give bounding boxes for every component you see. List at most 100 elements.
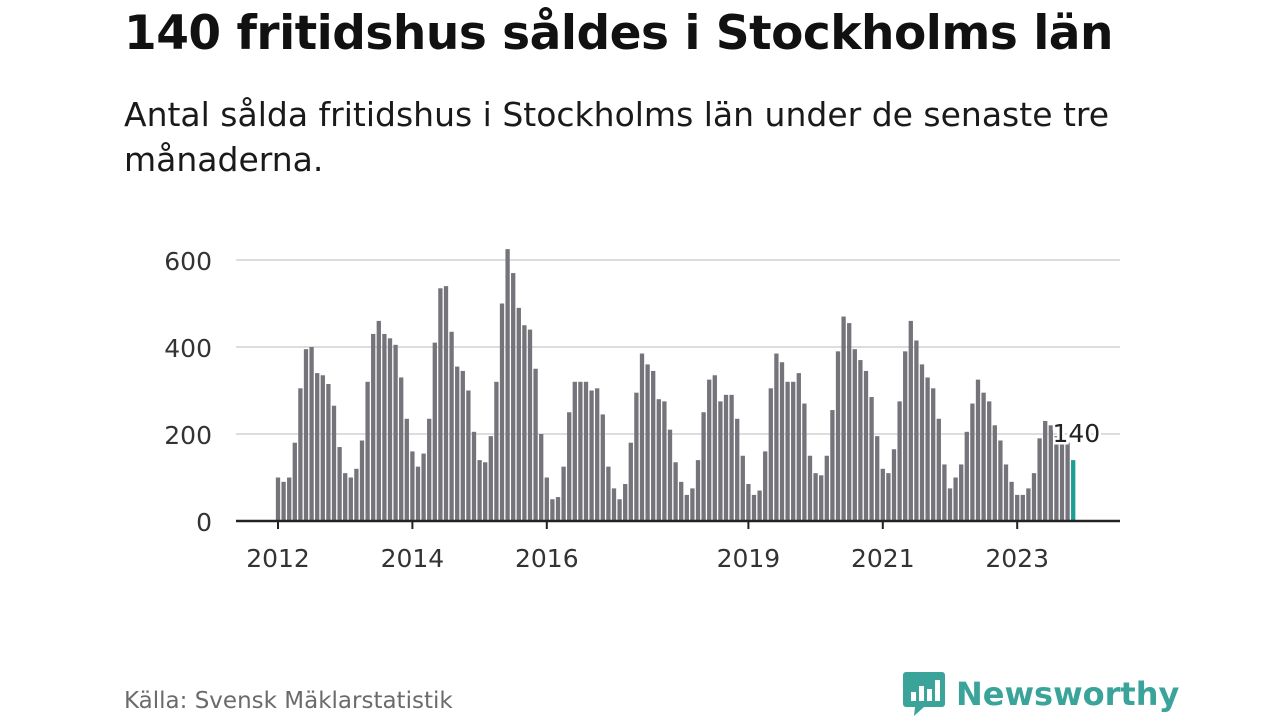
bar bbox=[819, 475, 824, 521]
y-tick-label: 200 bbox=[164, 421, 212, 450]
bar bbox=[488, 436, 493, 522]
bar bbox=[807, 455, 813, 521]
bar bbox=[723, 394, 729, 521]
bar bbox=[751, 494, 757, 521]
bar bbox=[287, 477, 292, 521]
bar bbox=[757, 490, 762, 521]
y-tick-label: 400 bbox=[164, 334, 212, 363]
bar bbox=[578, 381, 583, 521]
bar bbox=[522, 325, 527, 521]
bar bbox=[987, 401, 992, 522]
bar bbox=[841, 316, 846, 521]
bar bbox=[712, 375, 717, 521]
bar bbox=[359, 440, 365, 521]
bar bbox=[886, 473, 891, 521]
bar bbox=[1054, 436, 1059, 522]
bar bbox=[824, 455, 829, 521]
bar bbox=[690, 488, 695, 522]
bar bbox=[410, 451, 415, 521]
bar bbox=[354, 468, 359, 521]
x-tick-label: 2012 bbox=[246, 544, 310, 573]
bar bbox=[919, 364, 925, 521]
bar bbox=[611, 488, 617, 522]
bar bbox=[1026, 488, 1031, 522]
bar bbox=[634, 392, 639, 521]
bar bbox=[483, 462, 488, 521]
bar bbox=[494, 381, 499, 521]
bar bbox=[740, 455, 745, 521]
bar bbox=[718, 401, 723, 522]
bar bbox=[455, 366, 460, 521]
bar bbox=[667, 429, 673, 521]
bar bbox=[572, 381, 577, 521]
x-tick-label: 2023 bbox=[985, 544, 1049, 573]
bar bbox=[544, 477, 549, 521]
bar bbox=[382, 333, 387, 521]
bar bbox=[796, 373, 801, 521]
bar bbox=[802, 403, 807, 521]
bar bbox=[746, 484, 751, 521]
bar bbox=[869, 397, 874, 521]
bar bbox=[331, 405, 337, 522]
bar bbox=[1065, 442, 1070, 521]
bar bbox=[516, 307, 521, 521]
bar bbox=[343, 473, 348, 521]
bar bbox=[499, 303, 505, 521]
bar bbox=[561, 466, 566, 522]
bar bbox=[443, 286, 449, 521]
bar bbox=[998, 440, 1003, 521]
bar bbox=[527, 329, 533, 521]
bar bbox=[371, 333, 376, 521]
bar bbox=[393, 344, 398, 521]
y-tick-label: 600 bbox=[164, 247, 212, 276]
bar bbox=[813, 473, 818, 521]
bar bbox=[947, 488, 953, 522]
bar bbox=[707, 379, 712, 522]
bar bbox=[421, 453, 426, 521]
bar bbox=[1037, 438, 1042, 521]
bar bbox=[1031, 473, 1037, 521]
bar bbox=[292, 442, 297, 521]
bar bbox=[281, 481, 286, 521]
bar bbox=[539, 434, 544, 521]
bar bbox=[779, 362, 785, 522]
bar bbox=[315, 373, 320, 521]
data-label-latest: 140 bbox=[1052, 419, 1100, 448]
labels: 0 200 400 600 2012 2014 2016 2019 2021 2023 140 bbox=[164, 247, 1102, 573]
bar bbox=[623, 484, 628, 521]
bar bbox=[735, 418, 740, 521]
bar bbox=[695, 460, 701, 521]
bar bbox=[337, 447, 342, 521]
bar bbox=[858, 360, 863, 521]
bar bbox=[1020, 494, 1025, 521]
bar bbox=[964, 431, 969, 521]
bar bbox=[438, 288, 443, 521]
bar bbox=[432, 342, 437, 521]
bar bbox=[785, 381, 790, 521]
source-note: Källa: Svensk Mäklarstatistik bbox=[124, 688, 453, 714]
bar bbox=[970, 403, 975, 521]
bar bbox=[387, 338, 393, 521]
bar bbox=[830, 410, 835, 521]
bar bbox=[942, 464, 947, 521]
bar bbox=[981, 392, 986, 521]
bar bbox=[415, 466, 421, 522]
bar bbox=[953, 477, 958, 521]
bar bbox=[589, 390, 594, 521]
bar bbox=[505, 249, 510, 522]
bar bbox=[835, 351, 841, 521]
bar bbox=[376, 320, 381, 521]
bar bbox=[925, 377, 930, 521]
bar bbox=[348, 477, 353, 521]
bar-highlight bbox=[1071, 460, 1076, 521]
bar bbox=[931, 388, 936, 521]
newsworthy-icon bbox=[903, 672, 945, 716]
bar bbox=[309, 347, 314, 521]
bar bbox=[628, 442, 633, 521]
bar bbox=[460, 370, 465, 521]
bar bbox=[1059, 440, 1065, 521]
newsworthy-logo[interactable]: Newsworthy bbox=[902, 670, 1179, 718]
bar bbox=[303, 349, 309, 521]
bar bbox=[875, 436, 880, 522]
bar bbox=[908, 320, 913, 521]
